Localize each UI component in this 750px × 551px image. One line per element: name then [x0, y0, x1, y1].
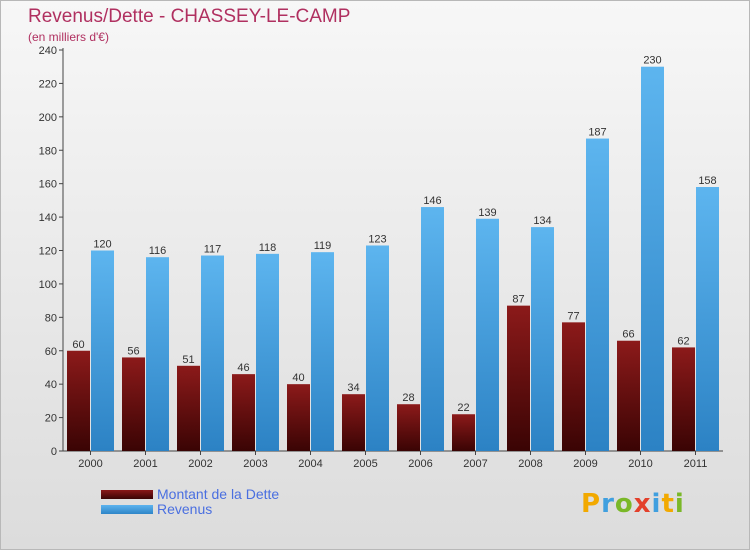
chart-subtitle: (en milliers d'€)	[28, 30, 109, 44]
data-label-revenus: 187	[588, 127, 606, 139]
bar-revenus	[311, 252, 334, 451]
y-tick-label: 60	[45, 346, 57, 358]
data-label-revenus: 230	[643, 55, 661, 67]
bar-revenus	[421, 207, 444, 451]
data-label-revenus: 117	[204, 244, 222, 256]
bar-dette	[287, 384, 310, 451]
logo-letter: r	[601, 489, 615, 519]
data-label-revenus: 139	[478, 207, 496, 219]
bar-dette	[397, 404, 420, 451]
bar-revenus	[586, 138, 609, 451]
data-label-revenus: 123	[368, 233, 386, 245]
data-label-revenus: 116	[149, 245, 167, 257]
logo-letter: i	[674, 489, 685, 519]
data-label-dette: 87	[512, 294, 524, 306]
bar-revenus	[256, 253, 279, 451]
logo-letter: x	[633, 489, 652, 519]
x-tick-label: 2001	[133, 458, 157, 470]
x-tick-label: 2008	[518, 458, 542, 470]
bar-revenus	[476, 218, 499, 451]
x-tick-label: 2004	[298, 458, 322, 470]
data-label-dette: 34	[347, 382, 359, 394]
data-label-dette: 46	[237, 362, 249, 374]
x-tick-label: 2007	[463, 458, 487, 470]
data-label-revenus: 119	[314, 240, 332, 252]
data-label-dette: 28	[402, 392, 414, 404]
x-tick-label: 2009	[573, 458, 597, 470]
y-tick-label: 180	[39, 145, 57, 157]
logo-letter: P	[581, 489, 602, 519]
data-label-revenus: 134	[533, 215, 551, 227]
bar-revenus	[201, 255, 224, 451]
y-tick-label: 160	[39, 179, 57, 191]
bar-revenus	[696, 187, 719, 451]
legend-swatch-revenus	[101, 505, 153, 514]
x-tick-label: 2011	[684, 458, 708, 470]
bar-revenus	[366, 245, 389, 451]
y-tick-label: 240	[39, 45, 57, 57]
chart-title: Revenus/Dette - CHASSEY-LE-CAMP	[28, 6, 351, 27]
bar-dette	[342, 394, 365, 451]
x-tick-label: 2010	[628, 458, 652, 470]
data-label-dette: 22	[457, 402, 469, 414]
y-tick-label: 200	[39, 112, 57, 124]
bar-dette	[562, 322, 585, 451]
logo-letter: i	[651, 489, 662, 519]
proxiti-logo: Proxiti	[581, 489, 685, 519]
logo-letter: o	[614, 489, 634, 519]
legend-label-dette: Montant de la Dette	[157, 486, 280, 502]
legend-swatch-dette	[101, 490, 153, 499]
bar-dette	[672, 347, 695, 451]
data-label-dette: 77	[567, 310, 579, 322]
x-tick-label: 2000	[78, 458, 102, 470]
bar-dette	[507, 305, 530, 451]
bar-revenus	[91, 250, 114, 451]
y-tick-label: 140	[39, 212, 57, 224]
logo-letter: t	[661, 489, 675, 519]
y-tick-label: 0	[51, 446, 57, 458]
bar-dette	[232, 374, 255, 451]
bar-dette	[67, 350, 90, 451]
bar-dette	[177, 365, 200, 451]
bar-revenus	[641, 66, 664, 451]
x-tick-label: 2005	[353, 458, 377, 470]
y-tick-label: 40	[45, 379, 57, 391]
x-tick-label: 2002	[188, 458, 212, 470]
data-label-dette: 60	[72, 339, 84, 351]
y-tick-label: 80	[45, 312, 57, 324]
data-label-dette: 40	[292, 372, 304, 384]
bar-dette	[452, 414, 475, 451]
data-label-dette: 56	[127, 345, 139, 357]
bar-dette	[122, 357, 145, 451]
data-label-dette: 62	[677, 335, 689, 347]
bar-revenus	[146, 257, 169, 451]
bar-dette	[617, 340, 640, 451]
data-label-dette: 51	[182, 354, 194, 366]
data-label-revenus: 120	[93, 239, 111, 251]
x-tick-label: 2006	[408, 458, 432, 470]
x-tick-label: 2003	[243, 458, 267, 470]
y-tick-label: 20	[45, 413, 57, 425]
data-label-revenus: 118	[259, 242, 277, 254]
data-label-revenus: 158	[698, 175, 716, 187]
legend-label-revenus: Revenus	[157, 501, 213, 517]
y-tick-label: 220	[39, 78, 57, 90]
bar-revenus	[531, 227, 554, 451]
data-label-dette: 66	[622, 329, 634, 341]
y-tick-label: 120	[39, 246, 57, 258]
data-label-revenus: 146	[423, 195, 441, 207]
y-tick-label: 100	[39, 279, 57, 291]
